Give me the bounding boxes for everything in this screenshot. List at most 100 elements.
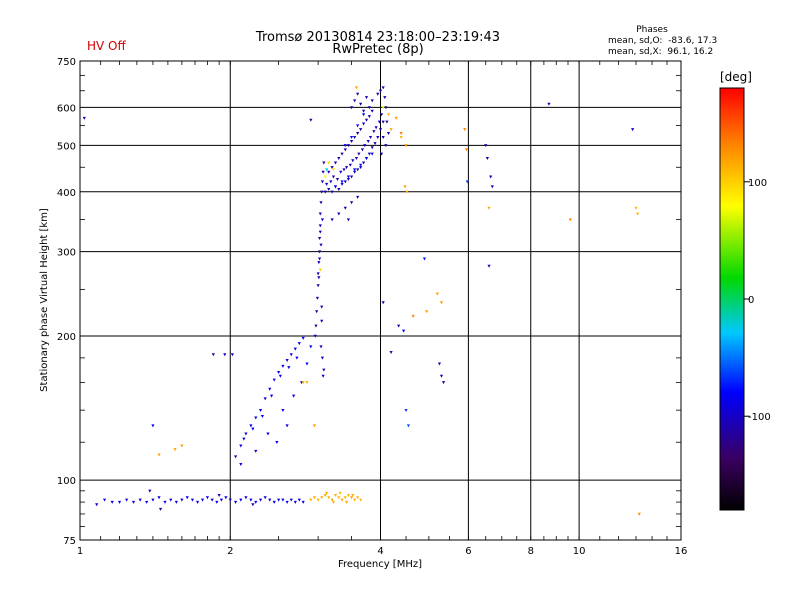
data-point bbox=[258, 408, 263, 412]
data-point bbox=[263, 496, 267, 500]
data-point bbox=[435, 292, 439, 296]
data-point bbox=[343, 180, 347, 184]
data-point bbox=[343, 496, 347, 500]
data-point bbox=[301, 500, 305, 504]
data-point bbox=[297, 498, 301, 502]
data-point bbox=[437, 362, 442, 366]
data-point bbox=[268, 498, 272, 502]
data-point bbox=[211, 353, 215, 357]
y-tick-label: 500 bbox=[57, 141, 76, 152]
data-point bbox=[337, 496, 341, 500]
data-point bbox=[254, 416, 258, 420]
data-point bbox=[321, 374, 325, 378]
data-point bbox=[568, 218, 572, 222]
data-point bbox=[317, 236, 322, 240]
data-point bbox=[316, 498, 320, 502]
data-point bbox=[289, 498, 293, 502]
x-tick-label: 4 bbox=[377, 546, 383, 557]
data-point bbox=[637, 512, 641, 516]
data-point bbox=[381, 106, 385, 110]
data-point bbox=[317, 250, 322, 254]
data-point bbox=[405, 190, 409, 194]
data-point bbox=[316, 272, 320, 276]
chart-grid bbox=[80, 61, 681, 540]
data-point bbox=[281, 408, 285, 412]
x-axis-label: Frequency [MHz] bbox=[338, 559, 422, 570]
data-point bbox=[343, 148, 347, 152]
data-point bbox=[258, 498, 263, 502]
data-point bbox=[384, 106, 388, 110]
data-point bbox=[327, 170, 331, 174]
data-point bbox=[295, 356, 299, 360]
data-point bbox=[487, 206, 491, 210]
data-point bbox=[180, 444, 184, 448]
data-point bbox=[234, 500, 238, 504]
data-point bbox=[224, 496, 228, 500]
data-point bbox=[305, 362, 309, 366]
data-point bbox=[173, 448, 177, 452]
data-point bbox=[254, 500, 258, 504]
data-point bbox=[317, 276, 321, 280]
data-point bbox=[151, 424, 155, 428]
data-point bbox=[242, 437, 246, 441]
data-point bbox=[343, 206, 347, 210]
data-point bbox=[337, 157, 341, 161]
data-point bbox=[309, 498, 313, 502]
data-point bbox=[343, 144, 347, 148]
chart-title: Tromsø 20130814 23:18:00–23:19:43 bbox=[255, 30, 500, 45]
data-point bbox=[239, 498, 243, 502]
data-point bbox=[180, 498, 184, 502]
data-point bbox=[364, 157, 369, 161]
data-point bbox=[379, 152, 384, 156]
data-point bbox=[399, 132, 403, 136]
data-point bbox=[367, 115, 371, 119]
data-point bbox=[330, 166, 334, 170]
data-point bbox=[359, 163, 363, 167]
data-point bbox=[215, 500, 219, 504]
data-point bbox=[325, 182, 329, 186]
data-point bbox=[269, 394, 274, 398]
colorbar-ticks: 100 0 -100 bbox=[744, 178, 771, 423]
data-point bbox=[272, 378, 276, 382]
data-point bbox=[163, 500, 167, 504]
data-point bbox=[320, 218, 325, 222]
data-point bbox=[359, 166, 363, 170]
data-point bbox=[364, 96, 369, 100]
data-point bbox=[353, 168, 357, 172]
data-point bbox=[353, 99, 357, 103]
data-point bbox=[287, 366, 291, 370]
data-point bbox=[373, 142, 377, 146]
data-point bbox=[228, 498, 232, 502]
data-point bbox=[327, 161, 331, 165]
data-point bbox=[349, 175, 354, 179]
data-point bbox=[404, 144, 408, 148]
data-point bbox=[386, 132, 391, 136]
data-point bbox=[342, 168, 346, 172]
data-point bbox=[385, 120, 389, 124]
y-tick-label: 100 bbox=[57, 476, 76, 487]
data-point bbox=[337, 187, 341, 191]
data-point bbox=[370, 99, 374, 103]
data-point bbox=[266, 432, 270, 436]
data-point bbox=[281, 498, 285, 502]
data-point bbox=[331, 168, 336, 172]
data-point bbox=[439, 301, 444, 305]
data-point bbox=[379, 113, 384, 117]
data-point bbox=[260, 414, 265, 418]
data-point bbox=[277, 498, 281, 502]
data-point bbox=[362, 113, 366, 117]
data-point bbox=[325, 168, 329, 172]
data-point bbox=[319, 243, 323, 247]
data-point bbox=[239, 444, 243, 448]
data-point bbox=[465, 180, 469, 184]
data-point bbox=[330, 498, 334, 502]
data-point bbox=[397, 324, 401, 328]
data-point bbox=[351, 494, 355, 498]
data-point bbox=[484, 144, 488, 148]
data-point bbox=[200, 498, 205, 502]
data-point bbox=[356, 496, 360, 500]
data-point bbox=[372, 130, 376, 134]
data-point bbox=[402, 329, 406, 333]
data-point bbox=[353, 170, 357, 174]
phases-o-stats: mean, sd,O: -83.6, 17.3 bbox=[608, 36, 717, 46]
